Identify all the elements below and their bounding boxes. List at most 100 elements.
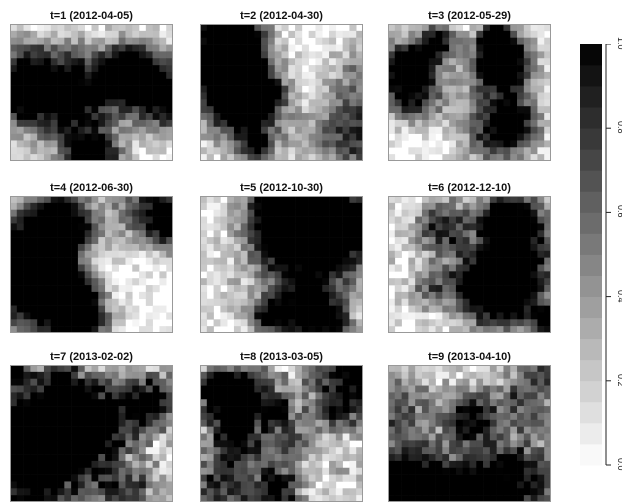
heatmap-cell [442,312,450,320]
heatmap-cell [254,92,262,100]
heatmap-cell [64,58,72,66]
heatmap-cell [335,196,343,204]
heatmap-cell [421,285,430,293]
heatmap-cell [77,126,86,134]
heatmap-cell [295,65,303,73]
heatmap-cell [503,58,511,66]
heatmap-cell [295,298,303,306]
heatmap-cell [23,419,31,427]
heatmap-cell [84,278,92,286]
heatmap-cell [118,140,126,148]
heatmap-cell [510,30,518,38]
heatmap-cell [77,399,86,407]
heatmap-cell [449,406,457,414]
heatmap-cell [483,399,491,407]
heatmap-cell [469,319,477,327]
heatmap-cell [71,385,79,393]
heatmap-cell [530,371,538,379]
heatmap-cell [281,399,289,407]
heatmap-cell [71,24,79,32]
heatmap-cell [401,24,409,32]
heatmap-cell [227,250,235,258]
heatmap-cell [301,433,309,441]
heatmap-cell [281,285,289,293]
colorbar-swatch [580,380,602,403]
heatmap-cell [469,378,477,386]
heatmap-cell [517,209,525,217]
heatmap-cell [523,243,531,252]
heatmap-cell [530,202,538,210]
heatmap-cell [240,250,248,258]
heatmap-cell [77,147,86,155]
heatmap-cell [489,106,497,114]
heatmap-cell [394,24,402,32]
heatmap-cell [517,474,525,482]
heatmap-cell [37,298,45,306]
heatmap-cell [240,419,248,427]
heatmap-cell [342,209,350,217]
heatmap-cell [544,223,551,231]
heatmap-cell [254,271,262,279]
heatmap-cell [64,243,72,252]
heatmap-cell [329,243,337,252]
heatmap-cell [105,44,113,52]
heatmap-cell [220,406,228,414]
heatmap-cell [503,230,511,238]
heatmap-cell [308,319,316,327]
heatmap-cell [288,113,296,121]
heatmap-cell [139,44,147,52]
heatmap-cell [30,140,38,148]
heatmap-cell [537,133,545,141]
heatmap-cell [428,440,436,448]
heatmap-cell [274,298,282,306]
heatmap-cell [200,230,208,238]
heatmap-cell [240,196,248,204]
heatmap-cell [274,365,282,373]
heatmap-cell [496,196,504,204]
heatmap-cell [489,243,497,252]
heatmap-cell [301,58,309,66]
heatmap-cell [37,419,45,427]
heatmap-cell [16,243,24,252]
heatmap-cell [37,365,45,373]
heatmap-cell [105,385,113,393]
heatmap-cell [125,65,133,73]
heatmap-cell [415,319,423,327]
heatmap-cell [288,237,296,245]
heatmap-cell [267,419,276,427]
heatmap-cell [449,399,457,407]
heatmap-cell [496,216,504,224]
heatmap-cell [240,44,248,52]
heatmap-cell [159,65,167,73]
heatmap-cell [71,298,79,306]
heatmap-cell [462,92,470,100]
heatmap-cell [159,305,167,313]
heatmap-cell [469,271,477,279]
heatmap-cell [57,385,65,393]
heatmap-cell [496,140,504,148]
heatmap-cell [469,119,477,128]
heatmap-cell [308,264,316,272]
heatmap-cell [159,406,167,414]
heatmap-cell [476,264,484,272]
heatmap-cell [274,460,282,469]
heatmap-cell [537,78,545,86]
heatmap-cell [442,237,450,245]
heatmap-cell [23,426,31,434]
heatmap-cell [281,460,289,469]
heatmap-cell [37,392,45,400]
heatmap-cell [274,474,282,482]
heatmap-cell [98,385,106,393]
heatmap-cell [125,392,133,400]
heatmap-cell [77,92,86,100]
heatmap-cell [349,278,357,286]
heatmap-cell [105,488,113,496]
heatmap-cell [111,209,119,217]
heatmap-cell [449,271,457,279]
heatmap-cell [30,264,38,272]
heatmap-cell [544,71,551,80]
heatmap-cell [449,419,457,427]
heatmap-cell [37,216,45,224]
heatmap-cell [145,495,153,502]
heatmap-cell [544,44,551,52]
